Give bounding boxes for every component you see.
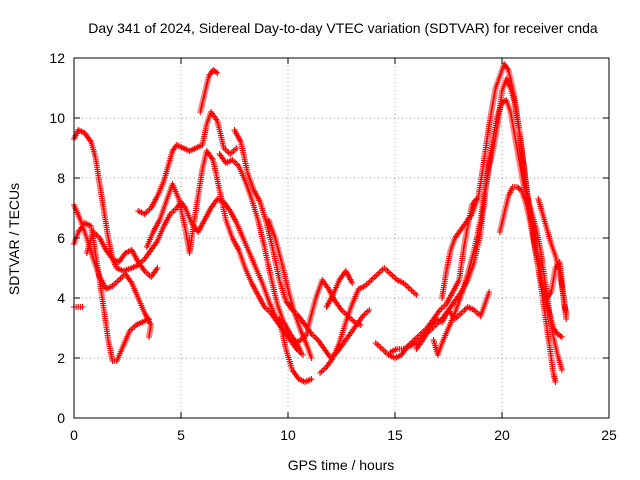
data-point <box>233 145 240 151</box>
x-tick-label: 25 <box>601 427 617 443</box>
data-point <box>145 334 152 340</box>
series-track-10 <box>231 127 373 361</box>
series-track-14 <box>323 268 356 310</box>
y-tick-label: 10 <box>49 110 65 126</box>
data-point <box>79 304 86 310</box>
y-tick-labels: 0 2 4 6 8 10 12 <box>49 50 65 426</box>
y-axis-label: SDTVAR / TECUs <box>6 183 22 295</box>
data-point <box>486 289 493 295</box>
y-tick-label: 0 <box>57 410 65 426</box>
x-tick-labels: 0 5 10 15 20 25 <box>70 427 617 443</box>
data-points <box>71 61 570 385</box>
y-tick-label: 8 <box>57 170 65 186</box>
data-point <box>214 70 221 76</box>
x-axis-label: GPS time / hours <box>288 457 395 473</box>
data-point <box>297 349 304 355</box>
axis-ticks <box>73 57 610 419</box>
data-point <box>558 367 565 373</box>
data-point <box>413 292 420 298</box>
x-tick-label: 20 <box>494 427 510 443</box>
series-track-11 <box>265 217 315 361</box>
y-tick-label: 4 <box>57 290 65 306</box>
grid-lines <box>74 58 609 418</box>
chart-title: Day 341 of 2024, Sidereal Day-to-day VTE… <box>88 20 598 36</box>
series-track-21 <box>535 196 570 322</box>
series-track-8 <box>197 67 221 115</box>
series-track-1 <box>71 127 364 346</box>
data-point <box>563 316 570 322</box>
x-tick-label: 15 <box>387 427 403 443</box>
series-track-5 <box>83 229 161 280</box>
y-tick-label: 2 <box>57 350 65 366</box>
y-tick-label: 6 <box>57 230 65 246</box>
data-point <box>212 69 219 75</box>
data-point <box>552 379 559 385</box>
series-track-2 <box>71 220 152 364</box>
series-track-12 <box>276 316 315 385</box>
series-track-6 <box>135 109 240 217</box>
data-point <box>154 265 161 271</box>
data-point <box>349 280 356 286</box>
data-point <box>558 334 565 340</box>
y-tick-label: 12 <box>49 50 65 66</box>
data-point <box>366 307 373 313</box>
data-point <box>308 355 315 361</box>
data-point <box>308 376 315 382</box>
x-tick-label: 0 <box>70 427 78 443</box>
x-tick-label: 10 <box>280 427 296 443</box>
series-track-9 <box>216 151 304 355</box>
series-track-20 <box>496 184 570 316</box>
series-track-3 <box>71 304 86 310</box>
data-point <box>557 333 564 339</box>
x-tick-label: 5 <box>177 427 185 443</box>
series-track-13 <box>317 265 420 376</box>
